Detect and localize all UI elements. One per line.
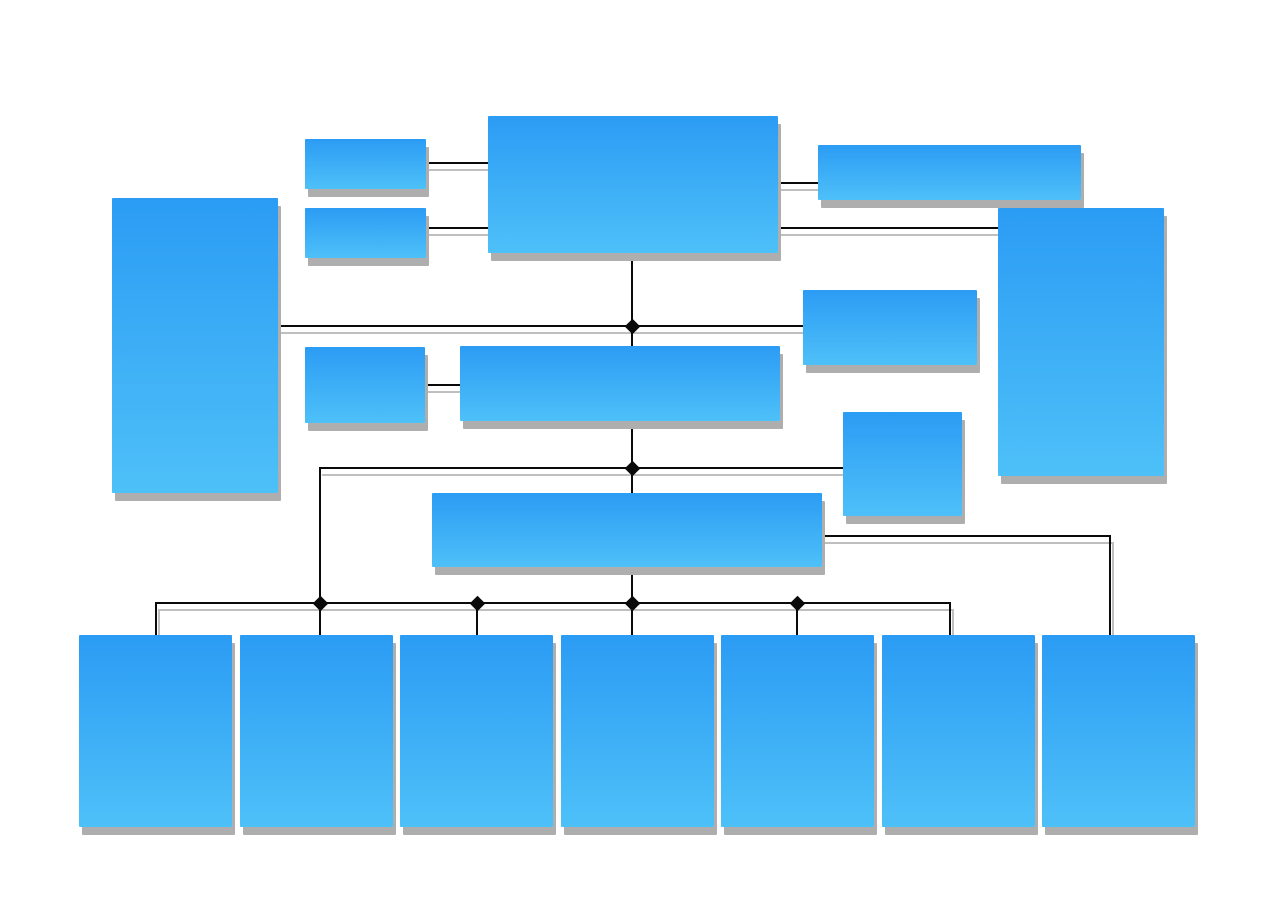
edge-root-to-tall-right-shadow-segment (780, 234, 1002, 236)
edge-bottom-bus-shadow-segment (158, 609, 954, 611)
edge-elbow-far-right-segment (821, 535, 1111, 537)
edge-root-to-wide-right-shadow-segment (780, 189, 822, 191)
edge-bottom-bus-segment (949, 602, 951, 636)
node-bottom-5 (721, 635, 874, 827)
edge-bus-drop-3-segment (476, 602, 478, 636)
node-bottom-1 (79, 635, 232, 827)
node-medium-right (803, 290, 977, 365)
node-bottom-2 (240, 635, 393, 827)
edge-small2-to-root-shadow-segment (428, 234, 492, 236)
edge-smallmid-to-widemid-shadow-segment (427, 391, 464, 393)
edge-bottom-bus-shadow-segment (952, 609, 954, 643)
node-bottom-7 (1042, 635, 1195, 827)
node-wide-top-right (818, 145, 1081, 200)
node-bottom-6 (882, 635, 1035, 827)
node-small-top-1 (305, 139, 426, 189)
edge-small1-to-root-segment (425, 162, 489, 164)
edge-smallmid-to-widemid-segment (424, 384, 461, 386)
node-tall-right (998, 208, 1164, 476)
edge-spine-middle-segment (631, 420, 633, 495)
node-bottom-4 (561, 635, 714, 827)
edge-bottom-bus-segment (155, 602, 157, 636)
edge-elbow-far-right-segment (1109, 535, 1111, 636)
node-small-right (843, 412, 962, 516)
node-root (488, 116, 778, 253)
edge-elbow-far-right-shadow-segment (1112, 542, 1114, 643)
node-small-top-2 (305, 208, 426, 258)
edge-small1-to-root-shadow-segment (428, 169, 492, 171)
edge-bus-drop-5-segment (796, 602, 798, 636)
edge-root-to-tall-right-segment (777, 227, 999, 229)
edge-branch-small-right-segment (319, 467, 844, 469)
edge-tallleft-to-medright-segment (277, 325, 804, 327)
edge-root-to-wide-right-segment (777, 182, 819, 184)
edge-branch-drop-left-segment (319, 467, 321, 636)
edge-small2-to-root-segment (425, 227, 489, 229)
edge-bottom-bus-segment (155, 602, 951, 604)
node-wide-mid-lower (432, 493, 822, 567)
edge-spine-upper-segment (631, 252, 633, 348)
node-tall-left (112, 198, 278, 493)
edge-branch-small-right-shadow-segment (322, 474, 847, 476)
edge-bottom-bus-shadow-segment (158, 609, 160, 643)
edge-tallleft-to-medright-shadow-segment (280, 332, 807, 334)
node-bottom-3 (400, 635, 553, 827)
node-small-mid-left (305, 347, 425, 423)
node-wide-mid-upper (460, 346, 780, 421)
edge-elbow-far-right-shadow-segment (824, 542, 1114, 544)
